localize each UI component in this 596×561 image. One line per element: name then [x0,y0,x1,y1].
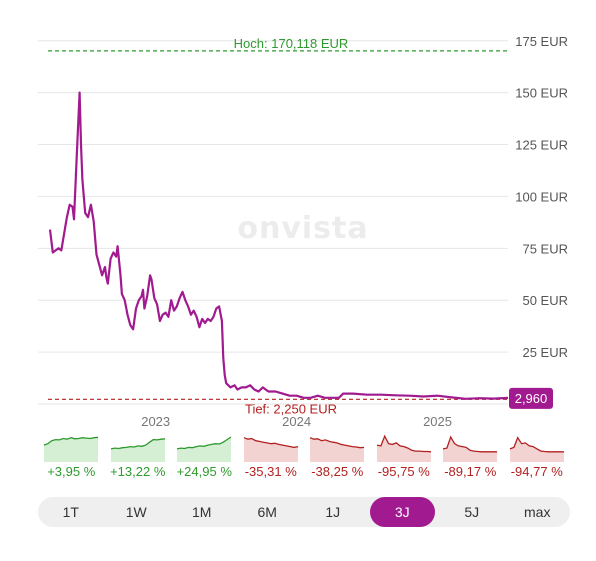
sparkline [243,437,298,462]
mini-chart-percent: -35,31 % [244,464,297,479]
range-button-5j[interactable]: 5J [464,504,480,520]
mini-chart-6[interactable]: -89,17 % [437,432,504,482]
range-button-1j[interactable]: 1J [325,504,341,520]
mini-chart-3[interactable]: -35,31 % [238,432,305,482]
current-price-badge [509,387,553,409]
sparkline-line [509,436,564,453]
y-tick-label: 125 EUR [515,138,568,153]
mini-chart-percent: -94,77 % [510,464,563,479]
y-tick-label: 175 EUR [515,34,568,49]
sparkline-area [44,437,99,462]
mini-chart-2[interactable]: +24,95 % [171,432,238,482]
mini-chart-percent: +13,22 % [110,464,166,479]
y-tick-label: 75 EUR [522,241,568,256]
range-button-6m[interactable]: 6M [257,504,277,520]
x-tick-label: 2024 [282,414,311,429]
mini-chart-1[interactable]: +13,22 % [105,432,172,482]
mini-chart-7[interactable]: -94,77 % [504,432,571,482]
range-button-1t[interactable]: 1T [62,504,79,520]
sparkline-area [310,437,365,462]
sparkline [310,437,365,462]
sparkline [177,436,232,462]
y-tick-label: 25 EUR [522,345,568,360]
sparkline [110,438,165,462]
price-series-line [48,91,509,400]
high-label: Hoch: 170,118 EUR [234,36,349,51]
range-button-3j[interactable]: 3J [369,497,435,527]
mini-chart-4[interactable]: -38,25 % [304,432,371,482]
mini-chart-0[interactable]: +3,95 % [38,432,105,482]
sparkline-line [110,438,165,450]
sparkline [376,434,431,462]
sparkline-line [443,435,498,453]
sparkline [44,436,99,462]
sparkline [443,435,498,462]
mini-chart-percent: -95,75 % [377,464,430,479]
mini-chart-percent: +3,95 % [47,464,96,479]
sparkline-area [376,436,431,462]
price-chart: onvista 25 EUR 50 EUR 75 EUR 100 EUR 125 EUR… [38,34,568,429]
x-tick-label: 2023 [141,414,170,429]
sparkline [509,436,564,462]
period-performance-row: +3,95 % +13,22 % +24,95 % -35,31 % -38,25 % -… [38,432,570,482]
sparkline-area [509,437,564,462]
range-button-1w[interactable]: 1W [125,504,147,520]
mini-chart-percent: -89,17 % [444,464,497,479]
y-tick-label: 150 EUR [515,86,568,101]
sparkline-area [177,437,232,462]
mini-chart-percent: -38,25 % [311,464,364,479]
mini-chart-5[interactable]: -95,75 % [371,432,438,482]
sparkline-line [177,436,232,450]
y-axis: 25 EUR 50 EUR 75 EUR 100 EUR 125 EUR 150 EUR 1… [515,34,568,360]
mini-chart-percent: +24,95 % [176,464,232,479]
low-label: Tief: 2,250 EUR [245,401,337,416]
sparkline-line [44,436,99,446]
sparkline-line [376,434,431,453]
sparkline-line [310,437,365,449]
x-tick-label: 2025 [423,414,452,429]
x-axis: 2023 2024 2025 [141,414,452,429]
sparkline-line [243,437,298,449]
y-tick-label: 100 EUR [515,189,568,204]
y-tick-label: 50 EUR [522,293,568,308]
sparkline-area [110,438,165,462]
watermark-logo: onvista [237,211,368,246]
range-button-max[interactable]: max [524,504,551,520]
current-price-label: 2,960 [515,391,548,406]
sparkline-area [443,437,498,462]
range-button-1m[interactable]: 1M [192,504,212,520]
sparkline-area [243,437,298,462]
time-range-selector: 1T 1W 1M 6M 1J 3J 5J max [38,497,570,527]
